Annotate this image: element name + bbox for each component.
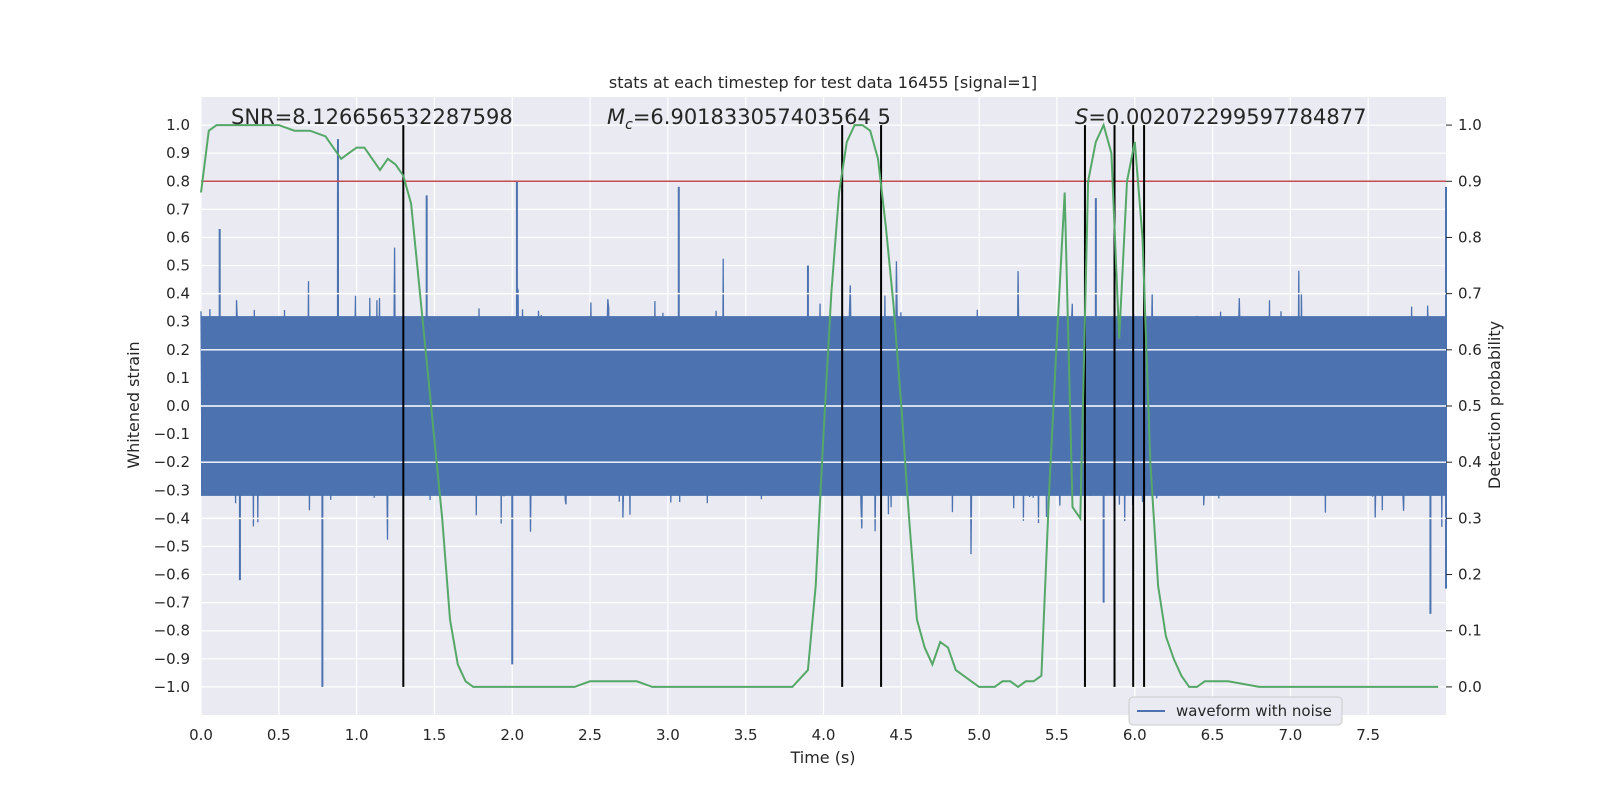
s-value: =0.002072299597784877 bbox=[1088, 105, 1366, 129]
y-tick-label: 0.7 bbox=[166, 200, 190, 218]
y-tick-label: −0.7 bbox=[154, 594, 190, 612]
y-tick-label: 0.4 bbox=[166, 285, 190, 303]
y-tick-label: −1.0 bbox=[154, 678, 190, 696]
x-axis-label: Time (s) bbox=[789, 748, 855, 767]
y-tick-label-right: 0.8 bbox=[1458, 228, 1482, 246]
series-detection-probability bbox=[200, 122, 1439, 689]
x-tick-label: 1.0 bbox=[345, 726, 369, 744]
y-tick-label-right: 0.2 bbox=[1458, 566, 1482, 584]
x-tick-label: 6.0 bbox=[1123, 726, 1147, 744]
y-tick-label-right: 0.1 bbox=[1458, 622, 1482, 640]
y-axis-label-right: Detection probability bbox=[1485, 321, 1504, 489]
y-tick-label-right: 0.4 bbox=[1458, 453, 1482, 471]
x-tick-label: 3.0 bbox=[656, 726, 680, 744]
y-axis-label: Whitened strain bbox=[124, 341, 143, 468]
snr-annotation: SNR=8.126656532287598 bbox=[231, 105, 513, 129]
x-tick-label: 2.0 bbox=[500, 726, 524, 744]
mc-annotation: Mc=6.901833057403564 5 bbox=[607, 105, 891, 133]
y-tick-label: 0.2 bbox=[166, 341, 190, 359]
y-tick-label: −0.1 bbox=[154, 425, 190, 443]
x-tick-label: 7.5 bbox=[1356, 726, 1380, 744]
y-tick-label-right: 0.3 bbox=[1458, 509, 1482, 527]
legend-box bbox=[1128, 696, 1343, 726]
mc-value: =6.901833057403564 5 bbox=[633, 105, 891, 129]
y-tick-label: −0.9 bbox=[154, 650, 190, 668]
y-tick-label: 0.6 bbox=[166, 228, 190, 246]
y-tick-label-right: 1.0 bbox=[1458, 116, 1482, 134]
x-tick-label: 1.5 bbox=[423, 726, 447, 744]
x-tick-label: 4.5 bbox=[889, 726, 913, 744]
y-tick-label: −0.4 bbox=[154, 509, 190, 527]
s-annotation: S=0.002072299597784877 bbox=[1075, 105, 1366, 129]
x-tick-label: 0.0 bbox=[189, 726, 213, 744]
y-tick-label: 0.0 bbox=[166, 397, 190, 415]
legend: waveform with noise bbox=[1128, 696, 1343, 726]
y-tick-label-right: 0.7 bbox=[1458, 285, 1482, 303]
chart-title: stats at each timestep for test data 164… bbox=[609, 73, 1037, 92]
x-tick-label: 7.0 bbox=[1278, 726, 1302, 744]
legend-label-waveform: waveform with noise bbox=[1176, 702, 1332, 720]
x-tick-label: 6.5 bbox=[1201, 726, 1225, 744]
y-tick-label: 0.5 bbox=[166, 257, 190, 275]
x-tick-label: 4.0 bbox=[812, 726, 836, 744]
y-tick-label: 0.9 bbox=[166, 144, 190, 162]
x-tick-label: 3.5 bbox=[734, 726, 758, 744]
x-tick-label: 2.5 bbox=[578, 726, 602, 744]
x-tick-label: 0.5 bbox=[267, 726, 291, 744]
y-tick-label-right: 0.6 bbox=[1458, 341, 1482, 359]
y-tick-label: −0.3 bbox=[154, 481, 190, 499]
mc-subscript: c bbox=[625, 117, 633, 133]
y-tick-label-right: 0.5 bbox=[1458, 397, 1482, 415]
mc-symbol: M bbox=[607, 105, 625, 129]
y-tick-label-right: 0.9 bbox=[1458, 172, 1482, 190]
s-symbol: S bbox=[1075, 105, 1088, 129]
probability-line bbox=[200, 122, 1439, 689]
y-tick-label: −0.6 bbox=[154, 566, 190, 584]
tick-labels: 0.0 0.5 1.0 1.5 2.0 2.5 3.0 3.5 4.0 4.5 5.0 5.5 6.0 6… bbox=[154, 116, 1482, 744]
y-tick-label: −0.5 bbox=[154, 537, 190, 555]
y-tick-label: 0.3 bbox=[166, 313, 190, 331]
y-tick-label: −0.2 bbox=[154, 453, 190, 471]
y-tick-label: −0.8 bbox=[154, 622, 190, 640]
y-tick-label-right: 0.0 bbox=[1458, 678, 1482, 696]
x-tick-label: 5.0 bbox=[967, 726, 991, 744]
y-tick-label: 0.1 bbox=[166, 369, 190, 387]
y-tick-label: 1.0 bbox=[166, 116, 190, 134]
x-tick-label: 5.5 bbox=[1045, 726, 1069, 744]
y-tick-label: 0.8 bbox=[166, 172, 190, 190]
